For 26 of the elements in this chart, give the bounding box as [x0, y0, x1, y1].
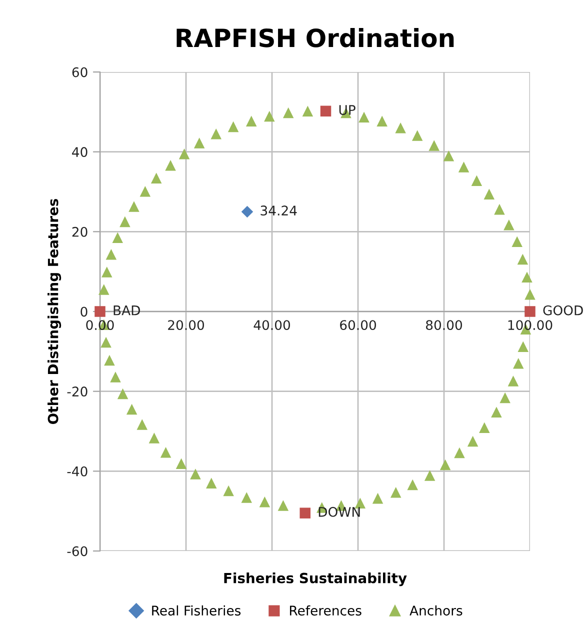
y-tick-label: -40: [67, 466, 88, 476]
x-tick-label: 60.00: [340, 320, 376, 330]
x-axis-title: Fisheries Sustainability: [224, 572, 407, 586]
y-tick-label: 20: [72, 226, 88, 237]
y-axis-title: Other Distingishing Features: [48, 198, 62, 424]
annotation: DOWN: [318, 506, 360, 517]
legend-label: Anchors: [410, 605, 462, 616]
x-tick-label: 20.00: [168, 320, 204, 330]
point: [241, 206, 254, 218]
annotation: GOOD: [543, 305, 583, 316]
y-tick-label: 60: [72, 67, 88, 78]
y-tick-label: -20: [67, 386, 88, 397]
point: [300, 508, 310, 518]
legend-label: Real Fisheries: [152, 605, 241, 616]
point: [320, 106, 332, 116]
x-tick-label: 100.00: [508, 320, 552, 330]
chart-title: RAPFISH Ordination: [176, 28, 454, 48]
y-tick-label: 0: [80, 306, 88, 317]
y-tick-label: -60: [67, 546, 88, 556]
legend-label: References: [290, 605, 362, 616]
point: [524, 306, 536, 317]
y-tick-label: 40: [72, 147, 88, 158]
annotation: 34.24: [260, 206, 297, 216]
x-tick-label: 40.00: [254, 320, 290, 330]
annotation: BAD: [114, 306, 140, 316]
x-tick-label: 80.00: [426, 320, 462, 330]
